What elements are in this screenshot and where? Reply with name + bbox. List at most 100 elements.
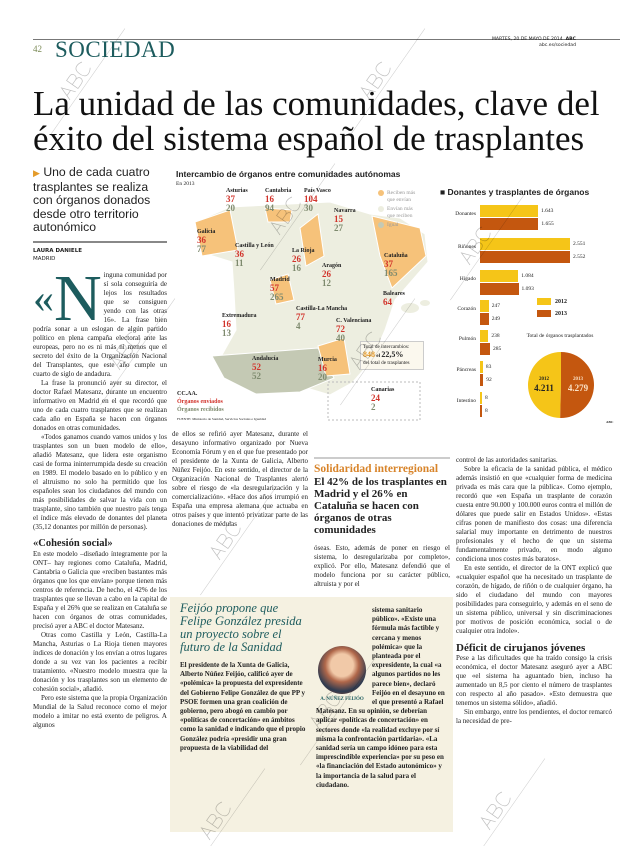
bar-2013 [480, 218, 539, 230]
region-name: Aragón [322, 263, 342, 269]
map-title: Intercambio de órganos entre comunidades… [176, 169, 401, 179]
organs-received: 77 [197, 244, 206, 254]
bar-chart-title-text: Donantes y trasplantes de órganos [447, 187, 590, 197]
region-label: Galicia 36 77 [197, 228, 215, 254]
bar-value-label: 285 [493, 346, 502, 352]
total-exchanges-box: Total de intercambios: 848 el 22,5% del … [360, 341, 424, 370]
feijoo-photo [318, 646, 366, 694]
region-name: Cantabria [265, 188, 292, 194]
legend-label: 2013 [555, 310, 567, 317]
header-rule [33, 39, 620, 40]
paragraph: En este sentido, el director de la ONT e… [456, 564, 612, 635]
legend-item: Igual [378, 222, 418, 229]
organs-sent: 57 [270, 283, 279, 293]
section-title: SOCIEDAD [55, 37, 176, 62]
region-label: Asturias 37 20 [226, 187, 248, 213]
pie-title: Total de órganos trasplantados [526, 333, 594, 339]
organs-sent: 64 [383, 297, 392, 307]
bar-category-label: Páncreas [456, 367, 476, 373]
organs-received: 4 [296, 321, 301, 331]
pie-label: 2013 [573, 377, 584, 382]
photo-caption: A. NÚÑEZ FEIJÓO [320, 697, 364, 702]
total-connector: el [376, 353, 381, 359]
sidebar-text-1: El presidente de la Xunta de Galicia, Al… [180, 661, 308, 753]
subheading: «Cohesión social» [33, 537, 113, 549]
bar-2012 [480, 392, 482, 404]
dropcap-letter: N [54, 261, 102, 335]
sidebar-paragraph: El presidente de la Xunta de Galicia, Al… [180, 661, 306, 752]
region-name: La Rioja [292, 248, 315, 254]
map-source: FUENTE: Ministerio de Sanidad, Servicios… [177, 417, 267, 421]
region-label: Navarra 15 27 [334, 207, 356, 233]
article-column-4: control de las autoridades sanitarias. S… [456, 456, 612, 726]
region-galicia [194, 209, 239, 257]
article-column-2: de ellos se refirió ayer Matesanz, duran… [172, 430, 308, 529]
deck-text: Uno de cada cuatro trasplantes se realiz… [33, 165, 151, 234]
legend-swatch [378, 222, 384, 228]
total-value: 848 [363, 350, 375, 359]
bar-value-label: 1.084 [521, 273, 534, 279]
triangle-icon: ▶ [33, 168, 40, 178]
bar-value-label: 92 [486, 377, 492, 383]
region-label: País Vasco 104 30 [304, 187, 331, 213]
bar-category-label: Corazón [457, 306, 476, 312]
region-label: Extremadura 16 13 [222, 312, 257, 338]
region-label: Canarias 24 2 [371, 386, 394, 412]
bar-2013 [480, 283, 519, 295]
legend-label: Reciben más que envían [387, 190, 416, 203]
organs-sent: 37 [384, 259, 393, 269]
key-title: CC.AA. [177, 391, 198, 397]
organs-received: 40 [336, 333, 345, 343]
bar-value-label: 1.655 [541, 221, 554, 227]
section-url: abc.es/sociedad [539, 43, 576, 48]
region-label: Andalucía 52 52 [252, 355, 278, 381]
bar-2013 [480, 374, 484, 386]
region-label: Murcia 16 20 [318, 356, 337, 382]
organs-sent: 15 [334, 214, 343, 224]
bar-2012 [480, 205, 538, 217]
paragraph: Sobre la eficacia de la sanidad pública,… [456, 465, 612, 563]
region-name: Baleares [383, 291, 405, 297]
bar-2012 [480, 300, 489, 312]
bar-value-label: 8 [485, 395, 488, 401]
bar-category-label: Intestino [456, 398, 476, 404]
left-column: ▶ Uno de cada cuatro trasplantes se real… [33, 165, 167, 730]
organs-sent: 72 [336, 324, 345, 334]
region-andalucia [211, 347, 335, 395]
organs-sent: 104 [304, 194, 318, 204]
byline: LAURA DANIELE MADRID [33, 240, 167, 263]
paragraph: Pese a las dificultades que ha traído co… [456, 654, 612, 707]
legend-swatch [537, 298, 551, 305]
pie-label: 4.279 [568, 383, 589, 393]
legend-label: Igual [387, 222, 399, 228]
organs-received: 94 [265, 203, 274, 213]
paragraph: La frase la pronunció ayer su director, … [33, 378, 167, 432]
key-received: Órganos recibidos [177, 407, 224, 413]
organs-sent: 26 [322, 269, 331, 279]
legend-item: Envían más que reciben [378, 206, 418, 219]
page-number: 42 [33, 44, 42, 54]
region-madrid [269, 273, 295, 305]
organs-received: 2 [371, 402, 376, 412]
region-name: Castilla-La Mancha [296, 306, 348, 312]
total-suffix: del total de trasplantes [363, 360, 410, 366]
place: MADRID [33, 255, 56, 262]
paragraph: de ellos se refirió ayer Matesanz, duran… [172, 430, 308, 528]
region-name: Galicia [197, 229, 216, 235]
region-name: Andalucía [252, 356, 279, 362]
paragraph: «Todos ganamos cuando vamos unidos y los… [33, 432, 167, 531]
region-label: Cataluña 37 165 [384, 252, 408, 278]
bar-category-label: Donantes [455, 211, 476, 217]
map-key: CC.AA. Órganos enviados Órganos recibido… [177, 390, 224, 414]
article-column-1: «N inguna comunidad por sí sola consegui… [33, 265, 167, 730]
region-name: Murcia [318, 357, 337, 363]
pie-slice-2013 [560, 352, 594, 418]
organs-received: 20 [318, 372, 327, 382]
legend-label: Envían más que reciben [387, 206, 413, 219]
organs-received: 13 [222, 328, 231, 338]
organs-sent: 36 [235, 249, 244, 259]
region-cataluna [371, 215, 427, 289]
pullout-kicker: Solidaridad interregional [314, 463, 439, 475]
bar-chart-title: ■ Donantes y trasplantes de órganos [440, 187, 590, 197]
